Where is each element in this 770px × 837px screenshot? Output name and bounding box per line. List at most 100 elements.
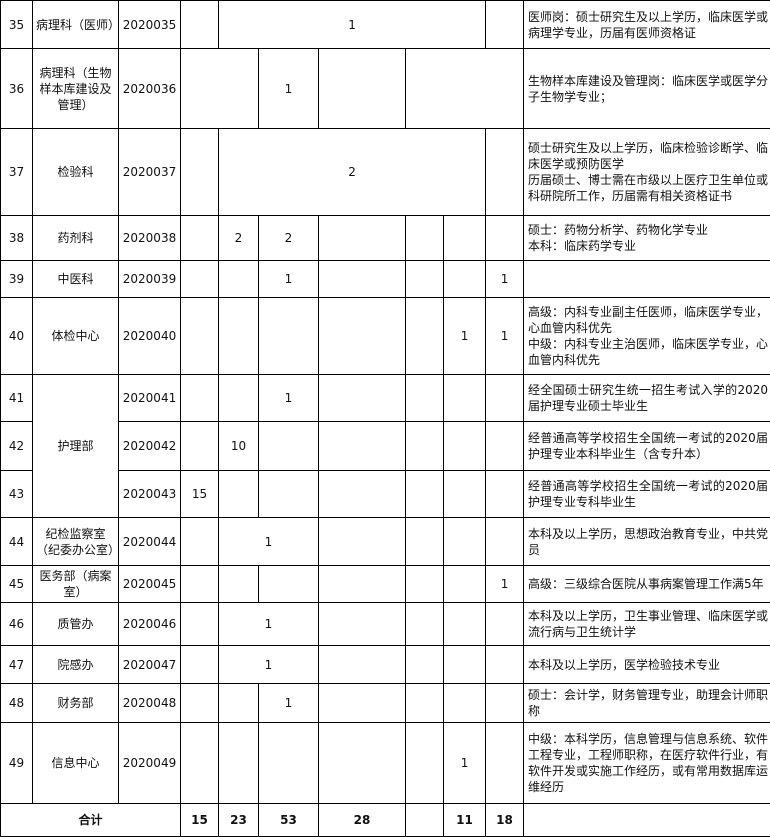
empty-cell	[181, 603, 219, 646]
department: 病理科（生物样本库建设及管理）	[33, 49, 119, 129]
department: 中医科	[33, 261, 119, 298]
row-number: 43	[1, 471, 33, 518]
department: 质管办	[33, 603, 119, 646]
count-cell: 18	[486, 804, 524, 837]
requirements: 经普通高等学校招生全国统一考试的2020届护理专业本科毕业生（含专升本）	[524, 422, 770, 471]
position-code: 2020043	[119, 471, 181, 518]
count-cell: 1	[486, 298, 524, 375]
empty-cell	[486, 1, 524, 49]
row-number: 48	[1, 684, 33, 723]
position-code: 2020038	[119, 216, 181, 261]
empty-cell	[406, 375, 444, 422]
department: 病理科（医师）	[33, 1, 119, 49]
requirements: 高级：内科专业副主任医师，临床医学专业，心血管内科优先中级：内科专业主治医师，临…	[524, 298, 770, 375]
empty-cell	[406, 603, 444, 646]
empty-cell	[219, 298, 259, 375]
requirements: 经全国硕士研究生统一招生考试入学的2020届护理专业硕士毕业生	[524, 375, 770, 422]
requirements: 高级：三级综合医院从事病案管理工作满5年	[524, 566, 770, 603]
department: 院感办	[33, 646, 119, 684]
empty-cell	[486, 129, 524, 216]
requirements: 生物样本库建设及管理岗：临床医学或医学分子生物学专业；	[524, 49, 770, 129]
empty-cell	[444, 422, 486, 471]
requirement-line: 医师岗：硕士研究生及以上学历，临床医学或病理学专业，历届有医师资格证	[528, 9, 768, 41]
count-cell: 11	[444, 804, 486, 837]
empty-cell	[181, 566, 219, 603]
requirement-line: 经普通高等学校招生全国统一考试的2020届护理专业本科毕业生（含专升本）	[528, 430, 768, 462]
empty-cell	[181, 261, 219, 298]
position-code: 2020048	[119, 684, 181, 723]
requirements	[524, 261, 770, 298]
department: 药剂科	[33, 216, 119, 261]
position-code: 2020040	[119, 298, 181, 375]
count-cell: 1	[259, 49, 319, 129]
empty-cell	[181, 216, 219, 261]
requirement-line: 中级：本科学历，信息管理与信息系统、软件工程专业，工程师职称，在医疗软件行业，有…	[528, 731, 768, 795]
empty-cell	[181, 375, 219, 422]
count-cell: 1	[444, 298, 486, 375]
empty-cell	[181, 422, 219, 471]
count-cell: 1	[259, 261, 319, 298]
empty-cell	[219, 684, 259, 723]
row-number: 40	[1, 298, 33, 375]
count-cell: 53	[259, 804, 319, 837]
empty-cell	[181, 298, 219, 375]
row-number: 44	[1, 518, 33, 566]
requirements: 本科及以上学历，卫生事业管理、临床医学或流行病与卫生统计学	[524, 603, 770, 646]
requirement-line: 硕士研究生及以上学历，临床检验诊断学、临床医学或预防医学	[528, 140, 768, 172]
row-number: 35	[1, 1, 33, 49]
empty-cell	[319, 422, 406, 471]
position-code: 2020039	[119, 261, 181, 298]
empty-cell	[181, 49, 259, 129]
row-number: 46	[1, 603, 33, 646]
total-label: 合计	[1, 804, 181, 837]
requirements: 中级：本科学历，信息管理与信息系统、软件工程专业，工程师职称，在医疗软件行业，有…	[524, 723, 770, 804]
empty-cell	[444, 375, 486, 422]
empty-cell	[444, 566, 486, 603]
position-code: 2020035	[119, 1, 181, 49]
requirements: 本科及以上学历，思想政治教育专业，中共党员	[524, 518, 770, 566]
position-code: 2020046	[119, 603, 181, 646]
empty-cell	[181, 646, 219, 684]
empty-cell	[406, 422, 444, 471]
count-cell: 2	[219, 129, 486, 216]
requirement-line: 历届硕士、博士需在市级以上医疗卫生单位或科研院所工作，历届需有相关资格证书	[528, 172, 768, 204]
empty-cell	[486, 723, 524, 804]
empty-cell	[486, 422, 524, 471]
row-number: 36	[1, 49, 33, 129]
empty-cell	[406, 261, 444, 298]
empty-cell	[486, 216, 524, 261]
department: 财务部	[33, 684, 119, 723]
requirements: 硕士研究生及以上学历，临床检验诊断学、临床医学或预防医学历届硕士、博士需在市级以…	[524, 129, 770, 216]
requirement-line: 经普通高等学校招生全国统一考试的2020届护理专业专科毕业生	[528, 478, 768, 510]
empty-cell	[406, 804, 444, 837]
row-number: 45	[1, 566, 33, 603]
count-cell: 1	[219, 603, 319, 646]
empty-cell	[486, 603, 524, 646]
requirement-line: 本科：临床药学专业	[528, 238, 768, 254]
row-number: 39	[1, 261, 33, 298]
requirement-line: 生物样本库建设及管理岗：临床医学或医学分子生物学专业；	[528, 73, 768, 105]
department: 医务部（病案室）	[33, 566, 119, 603]
empty-cell	[319, 49, 406, 129]
position-code: 2020044	[119, 518, 181, 566]
empty-cell	[219, 375, 259, 422]
empty-cell	[406, 684, 444, 723]
position-code: 2020045	[119, 566, 181, 603]
empty-cell	[444, 518, 486, 566]
count-cell: 2	[259, 216, 319, 261]
position-code: 2020041	[119, 375, 181, 422]
position-code: 2020047	[119, 646, 181, 684]
empty-cell	[444, 471, 486, 518]
department: 检验科	[33, 129, 119, 216]
count-cell: 1	[259, 375, 319, 422]
empty-cell	[319, 603, 406, 646]
position-code: 2020049	[119, 723, 181, 804]
